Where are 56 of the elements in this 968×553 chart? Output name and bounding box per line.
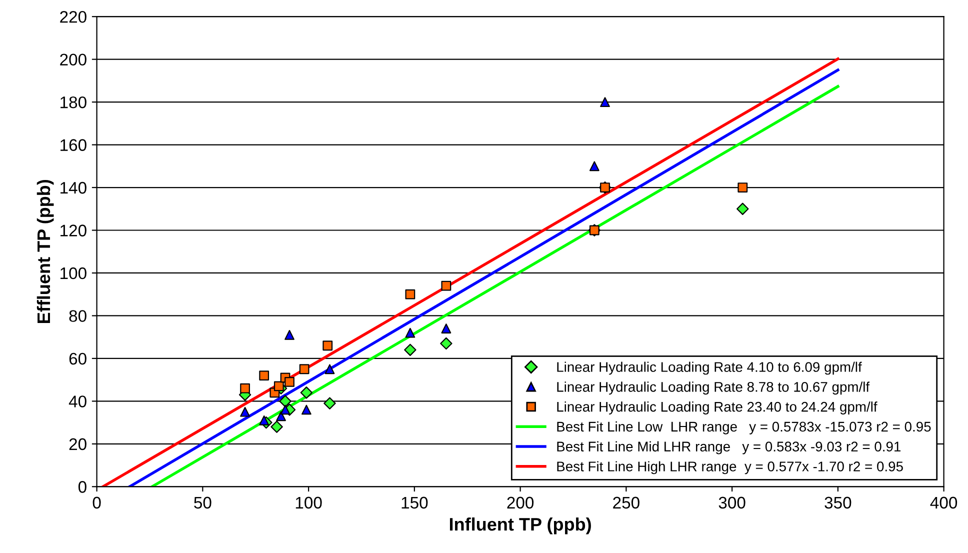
point [299, 364, 310, 374]
y-tick-label: 220 [60, 10, 86, 23]
y-tick-label: 160 [60, 139, 86, 151]
point [441, 324, 452, 334]
legend-label: Linear Hydraulic Loading Rate 4.10 to 6.09 gpm/lf [557, 362, 862, 375]
y-tick-label: 180 [60, 96, 86, 108]
point [405, 328, 416, 338]
point [270, 420, 283, 433]
point [240, 406, 250, 417]
legend-label: Linear Hydraulic Loading Rate 8.78 to 10.67 gpm/lf [557, 382, 870, 395]
y-tick-label: 20 [69, 438, 86, 450]
point [300, 386, 313, 399]
y-tick-label: 140 [60, 182, 86, 194]
point [589, 161, 600, 172]
point [736, 202, 749, 215]
point [284, 330, 294, 340]
x-axis-title: Influent TP (ppb) [450, 517, 591, 534]
y-tick-label: 100 [60, 267, 86, 280]
point [440, 337, 452, 350]
x-tick-label: 150 [402, 496, 428, 509]
y-tick-label: 60 [69, 352, 86, 365]
point [284, 377, 294, 387]
point [738, 182, 748, 192]
point [324, 364, 335, 374]
x-tick-label: 400 [930, 496, 958, 509]
legend-label: Best Fit Line Low LHR range y = 0.5783x -15.073 r2 = 0.95 [557, 421, 931, 434]
x-tick-label: 50 [194, 496, 212, 509]
point [240, 383, 250, 394]
legend-label: Best Fit Line High LHR range y = 0.577x -1.70 r2 = 0.95 [557, 461, 903, 474]
x-tick-label: 200 [507, 496, 534, 509]
x-tick-label: 100 [296, 496, 322, 509]
point [324, 397, 336, 410]
point [600, 97, 610, 107]
point [441, 280, 452, 291]
point [274, 381, 284, 392]
x-tick-label: 0 [92, 496, 101, 509]
point [322, 340, 333, 351]
y-axis-title: Effluent TP (ppb) [36, 180, 54, 323]
x-tick-label: 250 [613, 496, 640, 509]
x-tick-label: 300 [718, 496, 746, 509]
y-tick-label: 0 [78, 481, 86, 493]
point [280, 404, 290, 415]
y-tick-label: 80 [69, 310, 86, 322]
point [404, 344, 416, 356]
point [276, 411, 286, 422]
y-tick-label: 200 [60, 54, 86, 66]
point [301, 404, 312, 415]
point [259, 415, 270, 426]
y-tick-label: 40 [68, 396, 86, 408]
y-tick-label: 120 [60, 224, 86, 236]
point [259, 370, 270, 380]
x-tick-label: 350 [824, 496, 852, 509]
legend-label: Best Fit Line Mid LHR range y = 0.583x -9.03 r2 = 0.91 [557, 441, 901, 454]
point [405, 289, 416, 300]
point [279, 395, 292, 408]
legend-label: Linear Hydraulic Loading Rate 23.40 to 24.24 gpm/lf [557, 402, 878, 414]
